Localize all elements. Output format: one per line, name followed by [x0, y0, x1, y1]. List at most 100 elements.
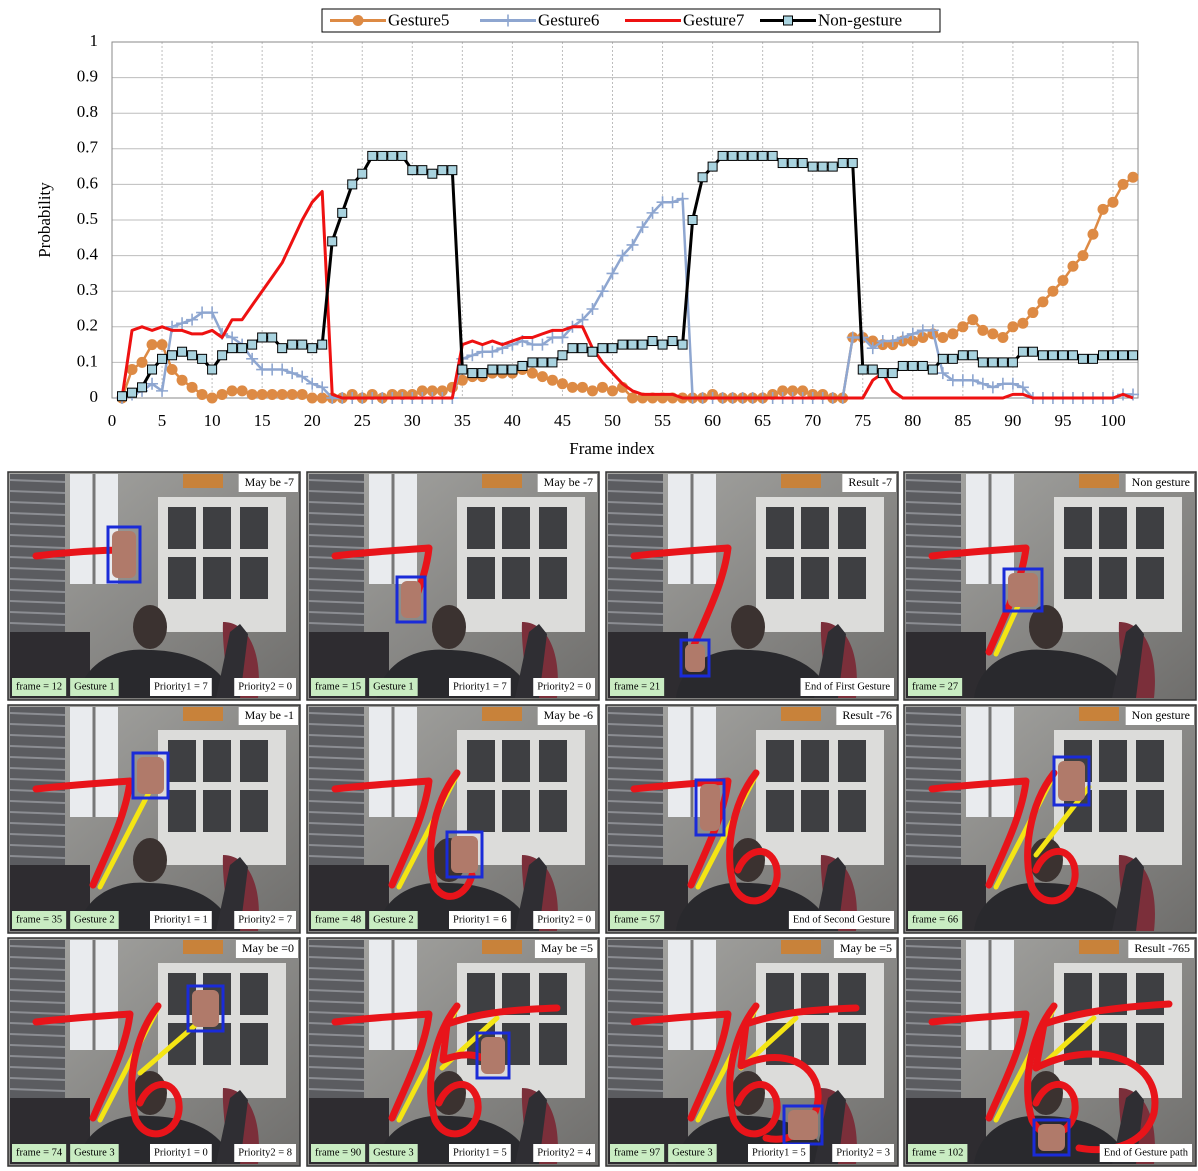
marker — [557, 378, 568, 389]
end-label: End of Gesture path — [1104, 1147, 1189, 1158]
marker — [1027, 307, 1038, 318]
cabinet-glass — [1064, 507, 1092, 549]
x-tick-label: 50 — [604, 411, 621, 430]
hand — [1038, 1124, 1065, 1151]
marker — [628, 340, 637, 349]
marker — [118, 392, 127, 401]
marker — [968, 351, 977, 360]
x-tick-label: 45 — [554, 411, 571, 430]
marker — [317, 393, 328, 404]
marker — [728, 151, 737, 160]
chart: 00.10.20.30.40.50.60.70.80.9105101520253… — [77, 31, 1139, 430]
hand — [137, 757, 164, 794]
marker — [448, 166, 457, 175]
cabinet-glass — [1136, 557, 1164, 599]
cabinet-glass — [203, 507, 231, 549]
marker — [618, 340, 627, 349]
priority1-label: Priority1 = 0 — [154, 1147, 208, 1158]
marker — [918, 361, 927, 370]
marker — [288, 340, 297, 349]
marker — [1098, 351, 1107, 360]
marker — [638, 340, 647, 349]
cabinet-glass — [203, 740, 231, 782]
cabinet-glass — [502, 790, 530, 832]
cabinet-glass — [467, 740, 495, 782]
marker — [588, 347, 597, 356]
marker — [148, 365, 157, 374]
marker — [1077, 250, 1088, 261]
series — [116, 193, 1139, 404]
wall-poster — [482, 940, 522, 954]
cabinet-glass — [801, 790, 829, 832]
cabinet-glass — [467, 557, 495, 599]
x-tick-label: 75 — [854, 411, 871, 430]
marker — [188, 351, 197, 360]
figure: Frame index Probability 00.10.20.30.40.5… — [0, 0, 1198, 1171]
frame-panel: May be -7frame = 12Gesture 1Priority1 = … — [8, 472, 300, 700]
cabinet-glass — [502, 557, 530, 599]
marker — [348, 180, 357, 189]
cabinet-glass — [1099, 507, 1127, 549]
marker — [1127, 388, 1139, 400]
status-label: May be -7 — [544, 475, 593, 489]
marker — [987, 328, 998, 339]
gesture-label: Gesture 2 — [373, 914, 414, 925]
gesture-label: Gesture 3 — [672, 1147, 713, 1158]
priority1-label: Priority1 = 5 — [752, 1147, 806, 1158]
cabinet-glass — [801, 557, 829, 599]
marker — [988, 358, 997, 367]
marker — [1017, 318, 1028, 329]
status-label: May be =0 — [242, 941, 294, 955]
marker — [808, 162, 817, 171]
marker — [238, 344, 247, 353]
marker — [688, 216, 697, 225]
marker — [558, 351, 567, 360]
cabinet-glass — [766, 790, 794, 832]
y-tick-label: 1 — [90, 31, 99, 50]
x-tick-label: 40 — [504, 411, 521, 430]
y-tick-label: 0.3 — [77, 280, 98, 299]
marker — [898, 361, 907, 370]
marker — [908, 361, 917, 370]
cabinet-glass — [801, 1023, 829, 1065]
cabinet-glass — [1099, 790, 1127, 832]
marker — [268, 333, 277, 342]
x-tick-label: 65 — [754, 411, 771, 430]
marker — [1087, 229, 1098, 240]
marker — [468, 369, 477, 378]
marker — [818, 162, 827, 171]
cabinet-glass — [838, 557, 866, 599]
frame-panel: May be =5frame = 97Gesture 3Priority1 = … — [606, 938, 898, 1166]
status-label: Result -7 — [848, 475, 892, 489]
marker — [187, 382, 198, 393]
marker — [307, 393, 318, 404]
cabinet-glass — [1136, 740, 1164, 782]
y-tick-label: 0.4 — [77, 245, 99, 264]
cabinet-glass — [203, 790, 231, 832]
frame-label: frame = 102 — [912, 1147, 963, 1158]
hand — [112, 531, 136, 578]
frame-panel: Result -7frame = 21End of First Gesture — [606, 472, 898, 700]
marker — [206, 307, 218, 319]
marker — [168, 351, 177, 360]
marker — [298, 340, 307, 349]
priority1-label: Priority1 = 6 — [453, 914, 507, 925]
marker — [178, 347, 187, 356]
x-tick-label: 25 — [354, 411, 371, 430]
marker — [158, 354, 167, 363]
marker — [1018, 347, 1027, 356]
marker — [547, 375, 558, 386]
y-tick-label: 0.8 — [77, 102, 98, 121]
priority1-label: Priority1 = 5 — [453, 1147, 507, 1158]
marker — [798, 159, 807, 168]
cabinet-glass — [539, 790, 567, 832]
frame-panel: Result -76frame = 57End of Second Gestur… — [606, 705, 898, 933]
marker — [1028, 347, 1037, 356]
marker — [218, 351, 227, 360]
marker — [278, 344, 287, 353]
y-tick-label: 0.9 — [77, 67, 98, 86]
marker — [548, 358, 557, 367]
person-head — [731, 605, 765, 649]
hand — [788, 1110, 818, 1140]
x-axis-title: Frame index — [569, 439, 655, 458]
